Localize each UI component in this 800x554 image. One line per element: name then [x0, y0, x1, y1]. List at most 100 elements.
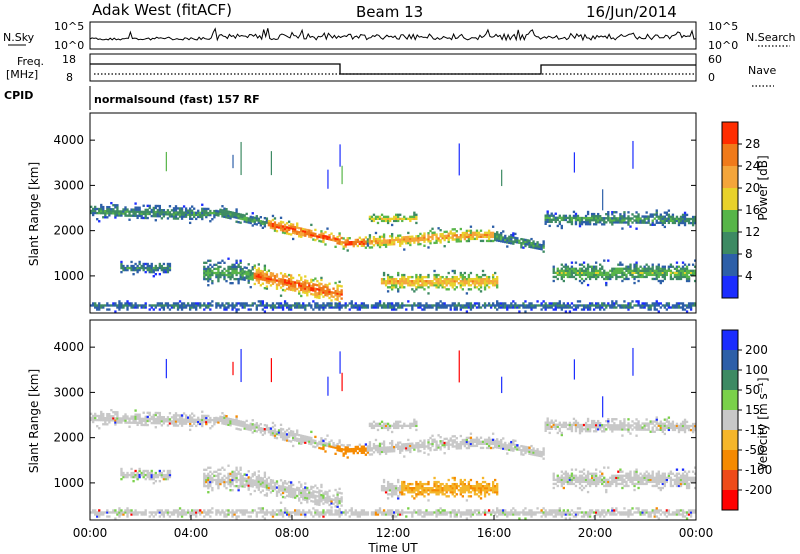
power-cell [144, 266, 147, 270]
velocity-cell [247, 478, 250, 481]
power-cell [639, 306, 642, 309]
power-cell [239, 273, 242, 277]
velocity-cell [164, 473, 168, 477]
velocity-cell [100, 414, 103, 418]
velocity-cell [90, 418, 93, 422]
power-cell [590, 212, 594, 216]
power-cell [627, 211, 630, 214]
velocity-cell [184, 420, 188, 423]
power-cell [271, 282, 275, 285]
power-cell [154, 306, 157, 309]
power-cell [584, 223, 588, 226]
velocity-cell [294, 433, 297, 436]
power-cell [269, 226, 273, 229]
power-cell [504, 302, 507, 305]
power-cell [679, 275, 683, 279]
power-cell [247, 219, 250, 222]
power-cell [304, 291, 307, 294]
velocity-cell [174, 416, 178, 419]
power-cell [372, 219, 376, 223]
velocity-cell [221, 466, 224, 469]
power-cell [595, 302, 598, 305]
power-cell [574, 306, 578, 309]
power-cell [146, 264, 149, 268]
velocity-cell [296, 429, 299, 432]
power-cell [572, 267, 576, 270]
power-cell [279, 278, 283, 281]
velocity-cell [265, 482, 269, 485]
power-cell [249, 275, 252, 279]
power-cell [269, 278, 273, 281]
power-cell [308, 288, 311, 291]
velocity-cell [154, 475, 157, 479]
power-cell [298, 274, 301, 277]
power-cell [538, 247, 541, 250]
velocity-cell [217, 474, 220, 478]
power-cell [168, 213, 172, 216]
power-cell [603, 271, 606, 275]
power-cell [399, 234, 402, 237]
power-cell [477, 304, 481, 307]
velocity-cell [227, 464, 230, 467]
power-cell [257, 279, 260, 282]
power-cell [217, 271, 220, 275]
velocity-cell [138, 475, 141, 479]
power-cell [261, 222, 265, 225]
velocity-cell [209, 474, 212, 478]
power-cell [172, 211, 176, 214]
power-cell [647, 304, 650, 307]
power-cell [338, 308, 341, 311]
velocity-cell [211, 489, 214, 492]
power-cell [223, 271, 226, 275]
velocity-cell [310, 493, 313, 497]
power-cell [431, 282, 434, 285]
power-cell [574, 220, 578, 224]
power-cell [421, 275, 424, 279]
power-cell [637, 215, 640, 218]
velocity-cell [195, 515, 198, 518]
power-cell [251, 218, 254, 221]
power-cell [489, 235, 493, 239]
velocity-cell [209, 466, 212, 469]
power-cell [152, 308, 155, 311]
power-cell [615, 277, 618, 281]
power-cell [451, 232, 454, 235]
velocity-cell [320, 443, 323, 446]
power-cell [130, 210, 133, 213]
power-cell [641, 271, 644, 275]
power-cell [152, 266, 155, 270]
power-cell [289, 276, 293, 279]
power-cell [675, 217, 679, 221]
velocity-cell [289, 434, 293, 437]
cpid-text: normalsound (fast) 157 RF [94, 93, 260, 106]
velocity-cell [312, 507, 315, 510]
power-cell [382, 271, 386, 275]
power-cell [502, 230, 505, 233]
power-cell [411, 284, 414, 287]
power-cell [685, 304, 689, 307]
power-cell [613, 304, 616, 307]
power-cell [182, 205, 186, 208]
power-cell [494, 277, 497, 281]
velocity-cell [257, 511, 260, 514]
power-cell [338, 238, 341, 241]
power-cell [340, 236, 343, 240]
power-cell [427, 275, 430, 279]
power-cell [334, 289, 337, 293]
power-cell [294, 285, 297, 288]
power-cell [275, 225, 279, 229]
power-cell [384, 241, 388, 244]
power-cell [338, 306, 341, 309]
power-cell [306, 230, 309, 234]
velocity-cell [158, 417, 161, 421]
velocity-cell [362, 513, 366, 516]
velocity-cell [221, 416, 224, 419]
velocity-cell [168, 475, 172, 479]
velocity-streak [165, 358, 167, 379]
power-cell [318, 308, 321, 311]
power-cell [273, 225, 277, 228]
velocity-cell [140, 471, 143, 475]
power-frame [89, 112, 697, 314]
power-cell [550, 214, 553, 217]
power-cell [582, 265, 586, 268]
